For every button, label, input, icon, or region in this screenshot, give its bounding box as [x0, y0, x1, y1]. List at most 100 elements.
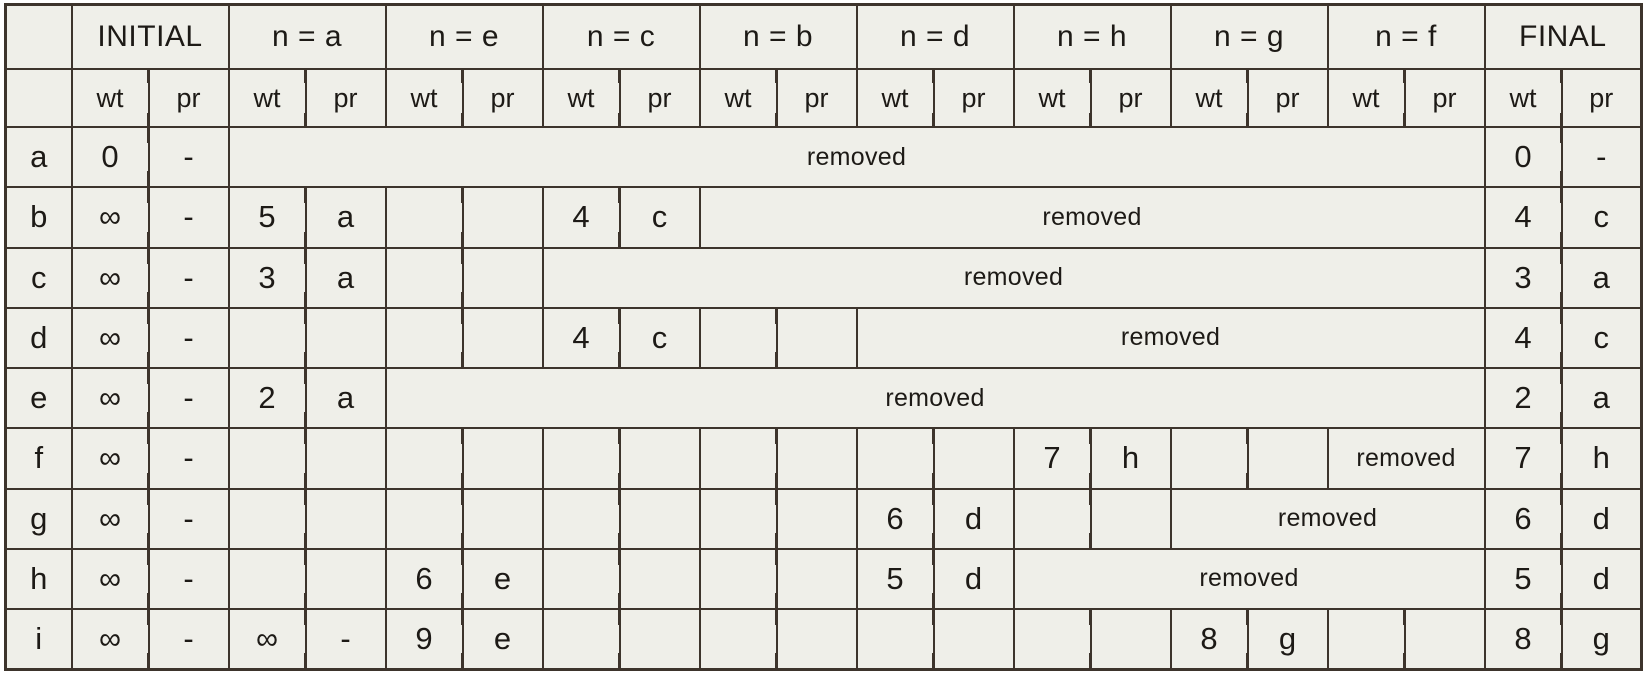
- cell-wt-c-final: 3: [1483, 246, 1563, 309]
- table-row: b ∞ -5 a 4 c removed 4 c: [4, 186, 1643, 249]
- table-row: g ∞ -6 d removed 6 d: [4, 487, 1643, 550]
- cell-wt-d-final: 4: [1483, 306, 1563, 370]
- cell-wt-b-initial: ∞: [70, 186, 150, 249]
- cell-wt-f-n_e: [384, 427, 464, 490]
- cell-pr-f-n_g: [1246, 427, 1329, 490]
- cell-pr-h-initial: -: [147, 547, 230, 611]
- subheader-pr-n_g: pr: [1246, 68, 1329, 128]
- cell-wt-f-final: 7: [1483, 427, 1563, 490]
- column-group-header-n_f: n = f: [1326, 3, 1486, 70]
- cell-wt-g-n_e: [384, 487, 464, 550]
- cell-pr-f-n_a: [304, 427, 387, 490]
- cell-pr-g-n_b: [775, 487, 858, 550]
- subheader-wt-n_d: wt: [855, 68, 935, 128]
- row-label-g: g: [4, 487, 73, 550]
- removed-cell: removed: [1326, 427, 1486, 490]
- cell-wt-f-n_d: [855, 427, 935, 490]
- cell-pr-g-n_c: [618, 487, 701, 550]
- cell-pr-b-initial: -: [147, 186, 230, 249]
- cell-wt-i-n_d: [855, 608, 935, 671]
- cell-wt-b-n_e: [384, 186, 464, 249]
- cell-pr-i-final: g: [1560, 608, 1643, 671]
- cell-pr-h-n_c: [618, 547, 701, 611]
- cell-wt-i-n_a: ∞: [227, 608, 307, 671]
- column-group-header-initial: INITIAL: [70, 3, 230, 70]
- cell-pr-i-initial: -: [147, 608, 230, 671]
- row-label-a: a: [4, 125, 73, 189]
- cell-wt-i-initial: ∞: [70, 608, 150, 671]
- cell-wt-f-n_c: [541, 427, 621, 490]
- cell-wt-d-n_e: [384, 306, 464, 370]
- cell-pr-a-initial: -: [147, 125, 230, 189]
- cell-pr-f-initial: -: [147, 427, 230, 490]
- removed-cell: removed: [541, 246, 1486, 309]
- cell-wt-i-final: 8: [1483, 608, 1563, 671]
- cell-wt-i-n_b: [698, 608, 778, 671]
- cell-pr-d-final: c: [1560, 306, 1643, 370]
- cell-pr-c-n_a: a: [304, 246, 387, 309]
- cell-pr-i-n_e: e: [461, 608, 544, 671]
- cell-pr-d-n_c: c: [618, 306, 701, 370]
- cell-wt-c-n_e: [384, 246, 464, 309]
- cell-wt-f-n_a: [227, 427, 307, 490]
- removed-cell: removed: [227, 125, 1486, 189]
- cell-pr-h-n_e: e: [461, 547, 544, 611]
- column-group-header-n_b: n = b: [698, 3, 858, 70]
- cell-pr-i-n_g: g: [1246, 608, 1329, 671]
- cell-wt-c-n_a: 3: [227, 246, 307, 309]
- cell-wt-h-n_b: [698, 547, 778, 611]
- cell-wt-i-n_c: [541, 608, 621, 671]
- cell-wt-f-initial: ∞: [70, 427, 150, 490]
- subheader-wt-n_c: wt: [541, 68, 621, 128]
- subheader-wt-n_f: wt: [1326, 68, 1406, 128]
- column-group-header-n_a: n = a: [227, 3, 387, 70]
- cell-wt-a-final: 0: [1483, 125, 1563, 189]
- column-group-header-n_e: n = e: [384, 3, 544, 70]
- removed-cell: removed: [384, 367, 1486, 430]
- cell-pr-g-final: d: [1560, 487, 1643, 550]
- cell-pr-i-n_c: [618, 608, 701, 671]
- cell-pr-g-n_h: [1089, 487, 1172, 550]
- subheader-pr-n_c: pr: [618, 68, 701, 128]
- row-label-b: b: [4, 186, 73, 249]
- table-row: c ∞ -3 a removed 3 a: [4, 246, 1643, 309]
- cell-wt-g-n_d: 6: [855, 487, 935, 550]
- cell-wt-d-n_c: 4: [541, 306, 621, 370]
- cell-wt-f-n_g: [1169, 427, 1249, 490]
- cell-wt-g-n_h: [1012, 487, 1092, 550]
- subheader-pr-n_a: pr: [304, 68, 387, 128]
- column-group-header-final: FINAL: [1483, 3, 1643, 70]
- cell-wt-b-n_c: 4: [541, 186, 621, 249]
- cell-pr-c-initial: -: [147, 246, 230, 309]
- cell-wt-h-n_a: [227, 547, 307, 611]
- subheader-wt-n_g: wt: [1169, 68, 1249, 128]
- cell-wt-h-n_e: 6: [384, 547, 464, 611]
- header-corner-blank: [4, 3, 73, 70]
- subheader-wt-n_e: wt: [384, 68, 464, 128]
- cell-wt-g-n_a: [227, 487, 307, 550]
- cell-pr-d-n_b: [775, 306, 858, 370]
- cell-wt-b-n_a: 5: [227, 186, 307, 249]
- cell-wt-e-initial: ∞: [70, 367, 150, 430]
- cell-pr-b-n_c: c: [618, 186, 701, 249]
- table-row: d ∞ -4 c removed 4 c: [4, 306, 1643, 370]
- cell-pr-f-n_h: h: [1089, 427, 1172, 490]
- cell-pr-g-n_d: d: [932, 487, 1015, 550]
- cell-pr-g-n_e: [461, 487, 544, 550]
- cell-pr-c-n_e: [461, 246, 544, 309]
- cell-pr-d-initial: -: [147, 306, 230, 370]
- cell-wt-f-n_b: [698, 427, 778, 490]
- column-group-header-n_c: n = c: [541, 3, 701, 70]
- cell-pr-h-final: d: [1560, 547, 1643, 611]
- cell-wt-i-n_e: 9: [384, 608, 464, 671]
- table-row: i ∞ - ∞ -9 e 8 g 8 g: [4, 608, 1643, 671]
- cell-wt-g-n_b: [698, 487, 778, 550]
- cell-pr-a-final: -: [1560, 125, 1643, 189]
- cell-pr-f-n_b: [775, 427, 858, 490]
- subheader-wt-final: wt: [1483, 68, 1563, 128]
- cell-wt-b-final: 4: [1483, 186, 1563, 249]
